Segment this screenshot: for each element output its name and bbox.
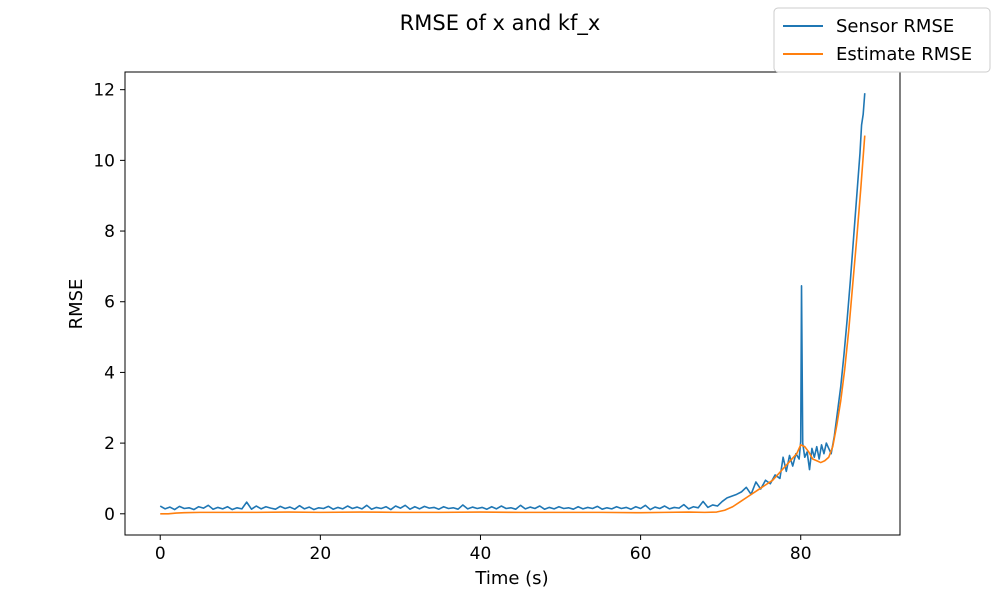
y-tick-label: 2 (104, 434, 115, 454)
y-tick-label: 12 (93, 81, 115, 101)
x-tick-label: 0 (155, 544, 166, 564)
series-line-estimate-rmse (160, 135, 866, 515)
y-tick-label: 10 (93, 151, 115, 171)
y-tick-label: 8 (104, 222, 115, 242)
series-layer (159, 93, 866, 515)
series-line-sensor-rmse (159, 93, 866, 511)
x-tick-label: 80 (790, 544, 812, 564)
legend-label-sensor: Sensor RMSE (836, 16, 954, 37)
legend-box (773, 7, 991, 73)
y-tick-label: 0 (104, 505, 115, 525)
legend-label-estimate: Estimate RMSE (836, 44, 972, 65)
y-tick-label: 4 (104, 363, 115, 383)
x-tick-label: 60 (630, 544, 652, 564)
chart-title: RMSE of x and kf_x (400, 11, 601, 36)
x-tick-label: 20 (310, 544, 332, 564)
x-axis-ticks: 0 20 40 60 80 (155, 535, 812, 564)
y-axis-ticks: 0 2 4 6 8 10 12 (93, 81, 125, 525)
plot-area (124, 71, 901, 536)
x-tick-label: 40 (470, 544, 492, 564)
y-axis-label: RMSE (66, 279, 87, 330)
x-axis-label: Time (s) (474, 568, 548, 589)
axes-frame (124, 71, 901, 536)
legend: Sensor RMSE Estimate RMSE (773, 7, 991, 73)
y-tick-label: 6 (104, 293, 115, 313)
